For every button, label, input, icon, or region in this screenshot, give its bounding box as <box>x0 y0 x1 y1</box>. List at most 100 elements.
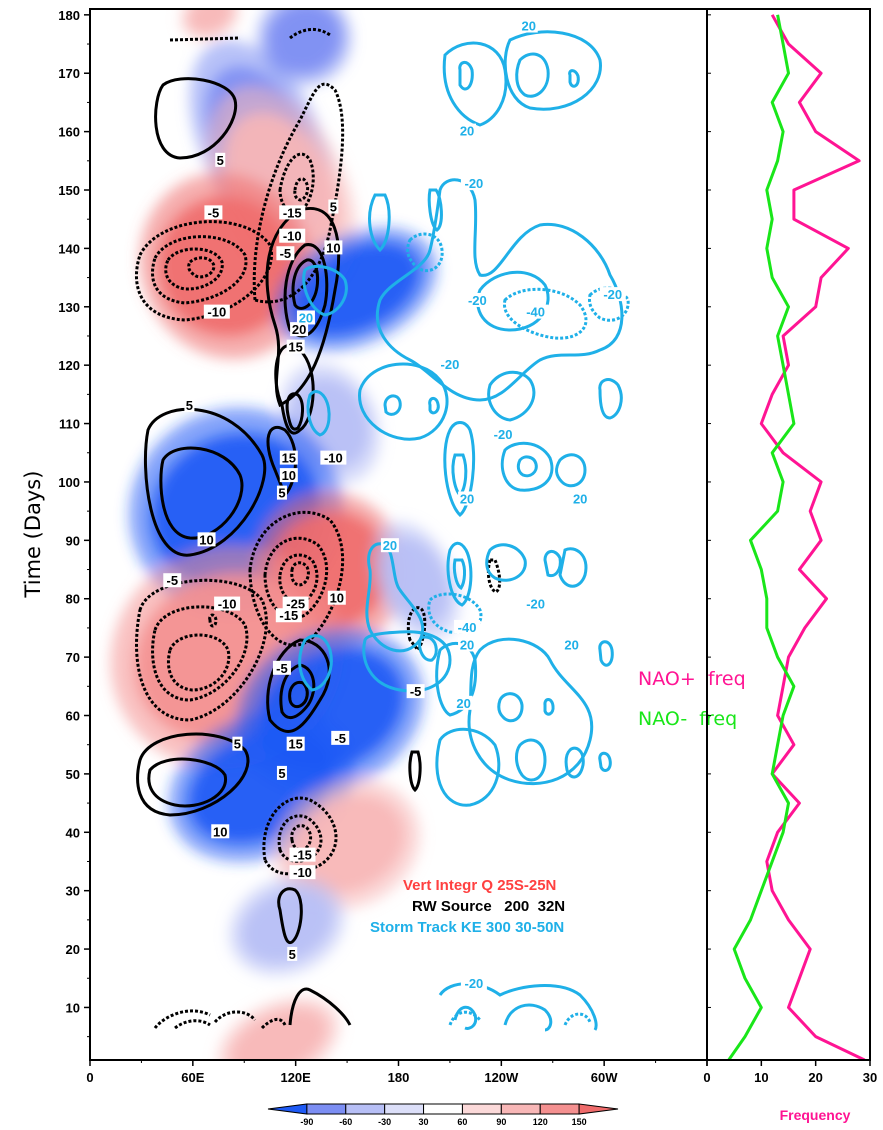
contour-label: -20 <box>494 427 513 442</box>
x-tick-label: 120E <box>280 1070 311 1085</box>
y-tick-label: 90 <box>66 533 80 548</box>
y-tick-label: 70 <box>66 650 80 665</box>
contour-label: -20 <box>441 357 460 372</box>
contour-label-bg <box>436 357 463 372</box>
contour-label-bg <box>331 730 350 745</box>
contour-label: -20 <box>526 597 545 612</box>
contour-label: 20 <box>460 491 474 506</box>
y-tick-label: 10 <box>66 1000 80 1015</box>
colorbar-label: -90 <box>300 1117 313 1127</box>
contour-label-bg <box>522 304 549 319</box>
contour-label-bg <box>282 596 309 611</box>
contour-label: 10 <box>199 532 213 547</box>
colorbar-segment <box>578 1103 619 1115</box>
contour-label: 10 <box>282 468 296 483</box>
colorbar-segment <box>500 1103 541 1115</box>
contour-label: 5 <box>278 486 285 501</box>
contour-label-bg <box>279 205 306 220</box>
y-tick-label: 140 <box>58 241 80 256</box>
shading-blob <box>241 888 334 964</box>
contour-label: -15 <box>283 205 302 220</box>
colorbar-label: 150 <box>572 1117 587 1127</box>
x-tick-label: 180 <box>388 1070 410 1085</box>
contour-label: 15 <box>288 340 302 355</box>
contour-label: 10 <box>326 240 340 255</box>
contour-label: 20 <box>460 124 474 139</box>
contour-label-bg <box>562 637 581 652</box>
rw-source-negative-contours <box>135 27 502 1030</box>
contour-label-bg <box>522 596 549 611</box>
y-tick-label: 110 <box>59 417 80 432</box>
contour-label: -5 <box>280 246 292 261</box>
contour-label-bg <box>289 847 316 862</box>
contour-label-bg <box>286 736 305 751</box>
shading-blob <box>289 794 405 894</box>
freq-tick-label: 0 <box>703 1070 710 1085</box>
contour-label-bg <box>286 339 305 354</box>
contour-label: -40 <box>526 305 545 320</box>
legend-nao-minus: NAO- freq <box>638 708 737 730</box>
colorbar-label: -30 <box>378 1117 391 1127</box>
contour-label: -5 <box>166 573 178 588</box>
y-tick-label: 120 <box>58 358 80 373</box>
contour-label: 10 <box>330 591 344 606</box>
contour-label-bg <box>290 322 309 337</box>
y-tick-label: 160 <box>58 125 80 140</box>
x-tick-label: 120W <box>484 1070 519 1085</box>
colorbar-segment <box>306 1103 347 1115</box>
contour-label: -10 <box>218 597 237 612</box>
contour-label: -5 <box>276 661 288 676</box>
y-tick-label: 20 <box>66 942 80 957</box>
y-axis-label: Time (Days) <box>21 471 45 599</box>
y-tick-label: 60 <box>66 709 80 724</box>
contour-label: 5 <box>217 153 224 168</box>
contour-label-bg <box>184 398 195 413</box>
contour-label: -25 <box>286 597 305 612</box>
contour-label: -5 <box>208 205 220 220</box>
y-tick-label: 100 <box>58 475 80 490</box>
x-tick-label: 60W <box>591 1070 618 1085</box>
contour-label-bg <box>327 590 346 605</box>
colorbar-segment <box>461 1103 502 1115</box>
colorbar-label: 120 <box>533 1117 548 1127</box>
shading-blob <box>381 536 450 626</box>
contour-label-bg <box>380 538 399 553</box>
colorbar-label: 60 <box>457 1117 467 1127</box>
contour-label: 15 <box>288 737 302 752</box>
x-axis-right: 0 10 20 30 <box>703 1060 877 1085</box>
contour-label: -10 <box>293 865 312 880</box>
contour-label: 5 <box>330 200 337 215</box>
contour-label-bg <box>279 228 306 243</box>
contour-label-bg <box>490 427 517 442</box>
colorbar-label: -60 <box>339 1117 352 1127</box>
contour-label: 20 <box>522 19 536 34</box>
freq-tick-label: 20 <box>808 1070 822 1085</box>
y-tick-label: 180 <box>58 8 80 23</box>
contour-label-bg <box>215 152 226 167</box>
contour-label: -20 <box>603 287 622 302</box>
frequency-series-line <box>759 14 866 1060</box>
contour-label-bg <box>324 240 343 255</box>
contour-label: 5 <box>186 398 193 413</box>
contour-label-bg <box>458 491 477 506</box>
contour-label-bg <box>211 824 230 839</box>
frequency-label: Frequency <box>780 1107 851 1123</box>
contour-label: 20 <box>456 696 470 711</box>
freq-tick-label: 30 <box>863 1070 877 1085</box>
shading-blob <box>266 9 342 74</box>
contour-label: -10 <box>207 305 226 320</box>
contour-label: 20 <box>299 310 313 325</box>
contour-label: 20 <box>292 322 306 337</box>
y-tick-label: 30 <box>66 884 80 899</box>
contour-label: 5 <box>278 766 285 781</box>
contour-label: -10 <box>283 229 302 244</box>
contour-label: 20 <box>564 637 578 652</box>
contour-label-bg <box>406 684 425 699</box>
right-panel-frame <box>706 8 871 1061</box>
contour-label-bg <box>214 596 241 611</box>
contour-label-bg <box>571 491 590 506</box>
contour-label-bg <box>197 532 216 547</box>
y-tick-label: 170 <box>58 66 80 81</box>
contour-label-bg <box>296 310 315 325</box>
